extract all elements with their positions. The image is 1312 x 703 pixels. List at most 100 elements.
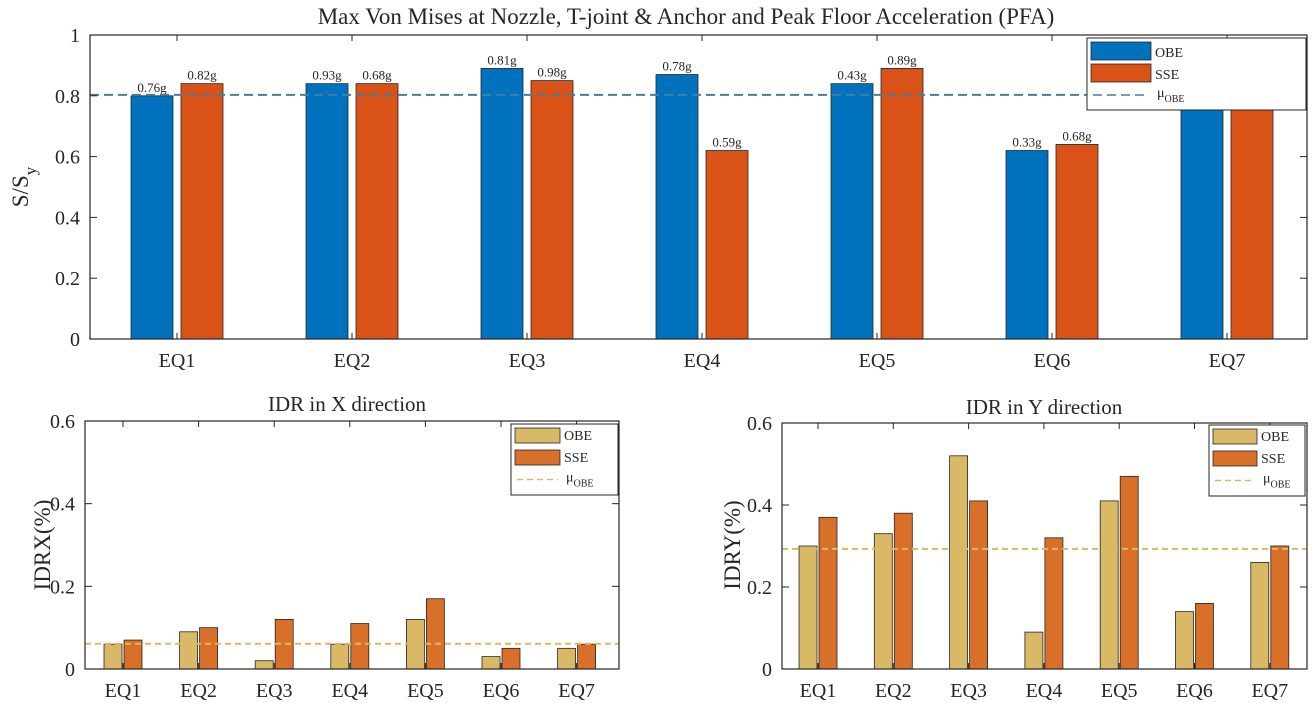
data-label-sse-eq4: 0.59g — [712, 135, 742, 150]
data-label-sse-eq3: 0.98g — [537, 65, 567, 80]
y-tick-label: 0.6 — [747, 413, 772, 435]
x-tick-label: EQ3 — [950, 680, 987, 702]
bar-sse-eq4 — [350, 623, 370, 670]
legend-label-sse: SSE — [564, 451, 588, 466]
legend: OBE SSE μOBE — [1208, 424, 1306, 497]
data-label-sse-eq1: 0.82g — [187, 68, 217, 83]
y-axis-label: IDRY(%) — [720, 500, 745, 589]
y-tick-label: 1 — [70, 25, 80, 47]
y-axis-label-main: S/S — [8, 175, 33, 207]
bar-obe-eq7 — [557, 647, 576, 670]
plot-frame — [781, 422, 1308, 670]
bar-obe-eq5 — [830, 83, 874, 340]
x-tick-label: EQ6 — [1034, 350, 1071, 372]
x-tick-label: EQ1 — [800, 680, 837, 702]
bar-sse-eq2 — [199, 627, 219, 670]
bar-sse-eq2 — [893, 512, 913, 670]
bar-sse-eq7 — [1270, 545, 1290, 670]
bar-sse-eq3 — [969, 500, 988, 670]
bar-sse-eq1 — [818, 516, 838, 670]
data-label-sse-eq6: 0.68g — [1062, 128, 1092, 143]
y-tick-label: 0.6 — [55, 147, 80, 169]
legend-swatch-obe — [1212, 428, 1258, 445]
legend-label-obe: OBE — [1261, 430, 1289, 445]
chart-3: EQ1 EQ2 EQ3 EQ4 EQ5 EQ6 EQ7 0 0.2 0.4 0.6 IDR in Y … — [720, 395, 1308, 702]
data-label-obe-eq3: 0.81g — [487, 52, 517, 67]
legend-label-mean: μOBE — [1157, 86, 1185, 105]
x-tick-label: EQ6 — [483, 680, 520, 702]
y-tick-label: 0.2 — [55, 268, 80, 290]
bar-obe-eq6 — [1175, 611, 1194, 670]
bar-sse-eq6 — [1195, 603, 1214, 670]
legend-label-mean: μOBE — [1263, 472, 1291, 491]
y-axis-label-group: S/Sy — [8, 166, 40, 207]
plot-frame — [89, 34, 1308, 340]
plot-frame — [84, 420, 620, 670]
data-label-obe-eq6: 0.33g — [1012, 135, 1042, 150]
x-tick-label: EQ5 — [1101, 680, 1138, 702]
legend-label-mean-sub: OBE — [1271, 480, 1291, 491]
x-tick-label: EQ2 — [875, 680, 912, 702]
bar-sse-eq3 — [530, 80, 574, 340]
y-tick-label: 0.2 — [50, 576, 75, 598]
bar-sse-eq7 — [577, 643, 596, 670]
bar-obe-eq7 — [1180, 107, 1224, 340]
bar-sse-eq1 — [180, 83, 224, 340]
y-axis-label: S/Sy — [8, 166, 40, 207]
bar-obe-eq3 — [480, 68, 524, 340]
bar-sse-eq5 — [425, 598, 445, 670]
x-tick-label: EQ5 — [407, 680, 444, 702]
legend-swatch-sse — [514, 449, 561, 466]
legend-swatch-sse — [1090, 63, 1152, 83]
x-tick-label: EQ7 — [558, 680, 595, 702]
chart-title: IDR in Y direction — [966, 395, 1123, 419]
y-tick-label: 0.4 — [55, 207, 80, 229]
chart-1: 0.76g 0.82g EQ1 0.93g 0.68g EQ2 0.81g 0.98g EQ3 0… — [8, 4, 1308, 372]
bar-obe-eq3 — [949, 455, 968, 670]
y-tick-label: 0.6 — [50, 411, 75, 433]
y-tick-label: 0.2 — [747, 577, 772, 599]
legend-label-mean: μOBE — [566, 471, 594, 490]
x-tick-label: EQ1 — [159, 350, 196, 372]
y-tick-label: 0.8 — [55, 86, 80, 108]
y-axis-label-group: IDRX(%) — [30, 500, 55, 591]
legend-label-mean-sub: OBE — [574, 479, 594, 490]
y-tick-label: 0 — [65, 659, 75, 681]
data-label-obe-eq4: 0.78g — [662, 59, 692, 74]
y-axis-label-sub: y — [21, 166, 40, 175]
bar-sse-eq5 — [880, 68, 924, 340]
bar-obe-eq5 — [1099, 500, 1119, 670]
bar-sse-eq4 — [705, 150, 749, 340]
x-tick-label: EQ4 — [1026, 680, 1063, 702]
data-label-sse-eq5: 0.89g — [887, 52, 917, 67]
bar-obe-eq1 — [798, 545, 818, 670]
chart-title: Max Von Mises at Nozzle, T-joint & Ancho… — [318, 4, 1055, 29]
bar-obe-eq2 — [179, 631, 199, 670]
legend-label-sse: SSE — [1261, 452, 1285, 467]
bar-sse-eq6 — [501, 647, 521, 670]
y-axis-label-group: IDRY(%) — [720, 500, 745, 589]
legend-label-mean-main: μ — [566, 471, 574, 486]
x-tick-label: EQ7 — [1251, 680, 1288, 702]
x-tick-label: EQ2 — [180, 680, 217, 702]
chart-title: IDR in X direction — [268, 392, 427, 416]
bar-sse-eq4 — [1044, 537, 1064, 670]
bar-obe-eq2 — [873, 533, 893, 670]
x-tick-label: EQ3 — [509, 350, 546, 372]
bar-obe-eq2 — [305, 83, 349, 340]
y-tick-label: 0 — [762, 659, 772, 681]
bar-obe-eq1 — [103, 643, 123, 670]
y-tick-label: 0.4 — [50, 494, 75, 516]
bar-sse-eq2 — [355, 83, 399, 340]
legend-swatch-obe — [514, 427, 561, 444]
data-label-obe-eq2: 0.93g — [312, 68, 342, 83]
legend-label-mean-sub: OBE — [1165, 94, 1185, 105]
x-tick-label: EQ4 — [331, 680, 368, 702]
bar-obe-eq1 — [130, 95, 174, 340]
bar-obe-eq6 — [1005, 150, 1049, 340]
x-tick-label: EQ7 — [1209, 350, 1246, 372]
legend-label-sse: SSE — [1155, 68, 1179, 83]
legend: OBE SSE μOBE — [510, 423, 619, 496]
bar-sse-eq7 — [1230, 104, 1274, 340]
x-tick-label: EQ6 — [1176, 680, 1213, 702]
